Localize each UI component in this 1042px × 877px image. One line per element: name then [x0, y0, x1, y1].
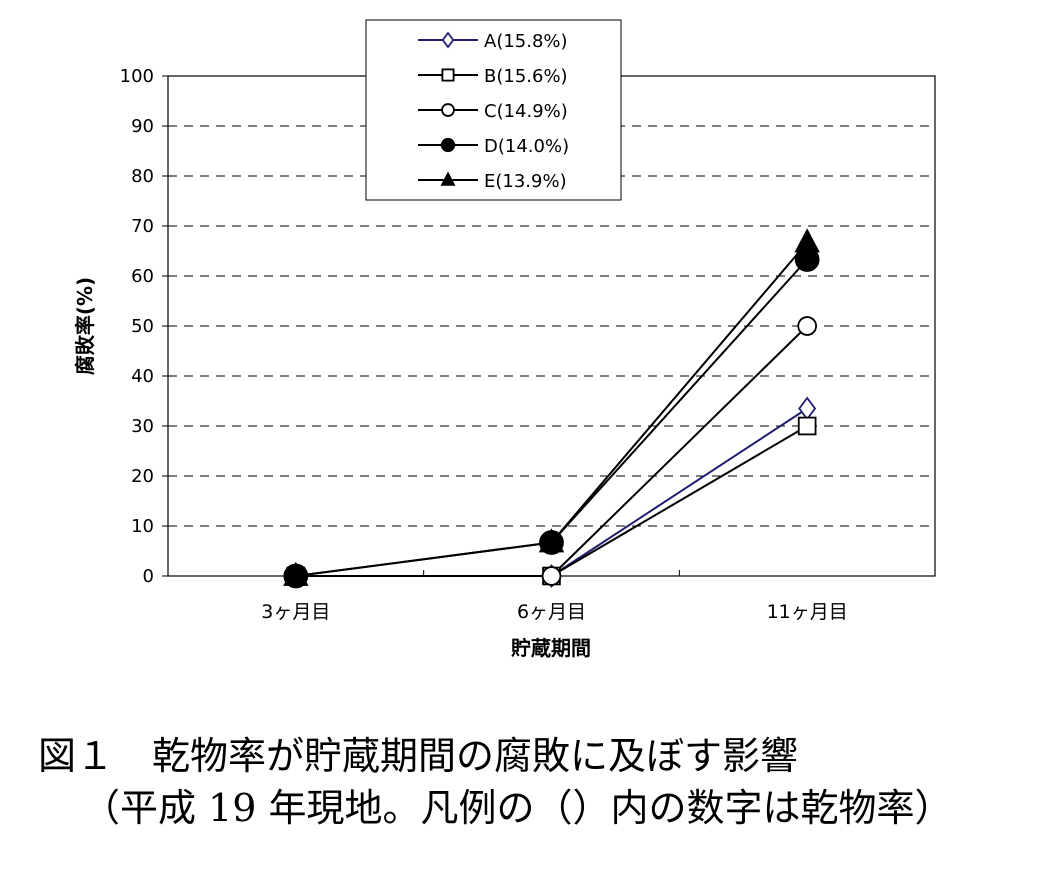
series-markers [283, 228, 820, 589]
data-point-1-2 [797, 416, 817, 436]
y-tick-label: 100 [120, 66, 154, 87]
legend-label-3: D(14.0%) [484, 136, 569, 157]
x-tick-label: 6ヶ月目 [517, 601, 586, 623]
y-tick-label: 0 [143, 566, 154, 587]
data-point-4-1 [538, 528, 565, 553]
y-tick-label: 60 [131, 266, 154, 287]
legend: A(15.8%) B(15.6%) C(14.9%) D(14.0%) E(13.9%) [365, 19, 622, 201]
chart: 0 10 20 30 40 50 60 70 80 90 100 3ヶ月目 6ヶ月目 11ヶ月目 腐敗率… [73, 19, 936, 660]
x-axis-ticks: 3ヶ月目 6ヶ月目 11ヶ月目 [261, 570, 848, 623]
data-point-0-2 [798, 396, 817, 421]
data-point-2-1 [541, 566, 562, 586]
y-tick-label: 50 [131, 316, 154, 337]
y-tick-label: 80 [131, 166, 154, 187]
legend-box [365, 19, 622, 201]
legend-marker-0 [441, 31, 455, 49]
y-axis-title: 腐敗率(%) [73, 277, 97, 375]
x-tick-label: 3ヶ月目 [261, 601, 330, 623]
data-point-2-2 [797, 316, 817, 336]
legend-marker-3 [440, 137, 456, 153]
legend-label-4: E(13.9%) [484, 171, 567, 192]
y-tick-label: 30 [131, 416, 154, 437]
legend-label-1: B(15.6%) [484, 66, 568, 87]
y-axis-ticks: 0 10 20 30 40 50 60 70 80 90 100 [120, 66, 168, 587]
legend-label-2: C(14.9%) [484, 101, 568, 122]
figure-caption: 図１ 乾物率が貯蔵期間の腐敗に及ぼす影響 （平成 19 年現地。凡例の（）内の数… [38, 730, 1028, 834]
y-tick-label: 10 [131, 516, 154, 537]
legend-marker-2 [441, 103, 455, 117]
y-tick-label: 90 [131, 116, 154, 137]
y-tick-label: 40 [131, 366, 154, 387]
legend-marker-1 [441, 68, 455, 82]
caption-note: （平成 19 年現地。凡例の（）内の数字は乾物率） [82, 786, 953, 830]
caption-title: 図１ 乾物率が貯蔵期間の腐敗に及ぼす影響 [38, 734, 799, 778]
y-tick-label: 70 [131, 216, 154, 237]
legend-label-0: A(15.8%) [484, 31, 568, 52]
x-tick-label: 11ヶ月目 [767, 601, 848, 623]
legend-marker-4 [440, 171, 456, 186]
x-axis-title: 貯蔵期間 [511, 636, 591, 660]
data-point-4-2 [794, 228, 820, 253]
data-point-4-0 [283, 561, 309, 586]
y-tick-label: 20 [131, 466, 154, 487]
